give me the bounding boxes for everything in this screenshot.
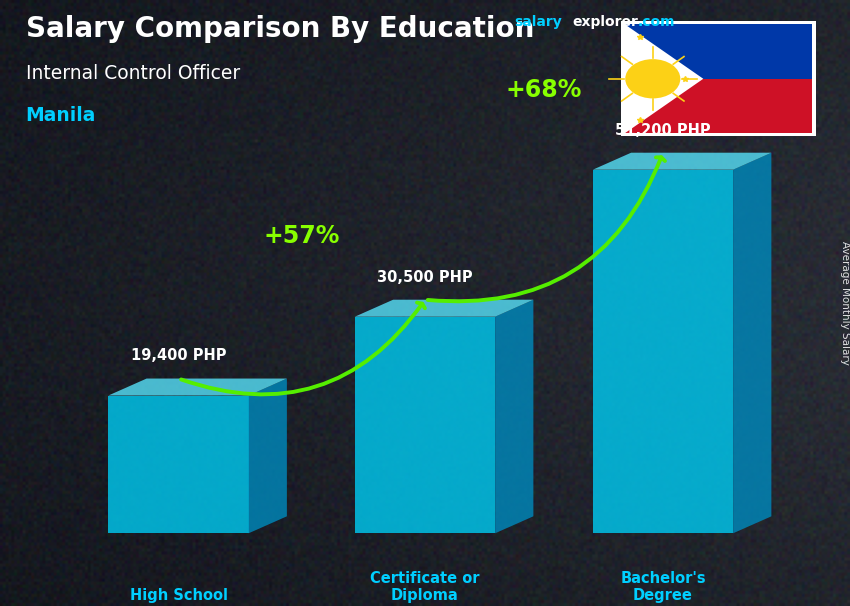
Text: Salary Comparison By Education: Salary Comparison By Education (26, 15, 534, 43)
Text: Manila: Manila (26, 106, 96, 125)
Text: salary: salary (514, 15, 562, 29)
Text: +57%: +57% (264, 224, 340, 247)
Polygon shape (592, 170, 733, 533)
Circle shape (626, 59, 680, 98)
Bar (620, 21, 816, 136)
Text: Average Monthly Salary: Average Monthly Salary (840, 241, 850, 365)
Bar (625, 79, 812, 133)
Polygon shape (109, 396, 248, 533)
Bar (625, 24, 812, 79)
Text: High School: High School (129, 588, 228, 603)
Text: Certificate or
Diploma: Certificate or Diploma (371, 571, 479, 603)
Text: +68%: +68% (506, 78, 582, 102)
Polygon shape (495, 300, 534, 533)
Polygon shape (625, 24, 703, 133)
Polygon shape (592, 153, 772, 170)
Polygon shape (355, 317, 495, 533)
Text: 51,200 PHP: 51,200 PHP (615, 122, 711, 138)
Text: Bachelor's
Degree: Bachelor's Degree (620, 571, 706, 603)
Text: 19,400 PHP: 19,400 PHP (131, 348, 226, 364)
Polygon shape (733, 153, 772, 533)
Polygon shape (248, 379, 286, 533)
Text: explorer: explorer (572, 15, 638, 29)
Text: 30,500 PHP: 30,500 PHP (377, 270, 473, 285)
Text: .com: .com (638, 15, 675, 29)
Text: Internal Control Officer: Internal Control Officer (26, 64, 240, 82)
Polygon shape (355, 300, 534, 317)
Polygon shape (109, 379, 286, 396)
